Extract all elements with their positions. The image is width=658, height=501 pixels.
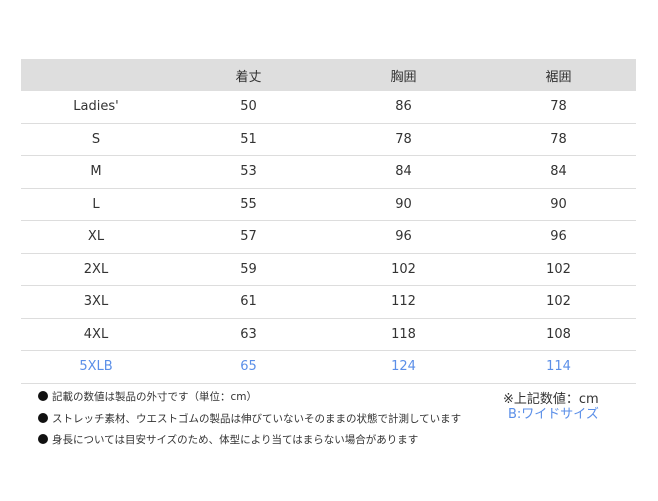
- bullet-icon: [38, 391, 48, 401]
- header-row: 着丈 胸囲 裾囲: [21, 59, 636, 91]
- table-cell: 55: [171, 188, 326, 221]
- table-row: S 51 78 78: [21, 123, 636, 156]
- table-row: 3XL 61 112 102: [21, 285, 636, 319]
- table-cell: 2XL: [21, 253, 171, 286]
- table-cell: 96: [326, 220, 481, 254]
- table-cell: 51: [171, 123, 326, 156]
- table-row: Ladies' 50 86 78: [21, 91, 636, 124]
- bullet-icon: [38, 434, 48, 444]
- note-item: 身長については目安サイズのため、体型により当てはまらない場合があります: [38, 430, 461, 452]
- table-cell: 59: [171, 253, 326, 286]
- table-cell: S: [21, 123, 171, 156]
- table-cell: M: [21, 155, 171, 189]
- header-cell: 裾囲: [481, 59, 636, 91]
- unit-legend: ※上記数値：cm B:ワイドサイズ: [503, 392, 599, 422]
- table-cell: 124: [326, 350, 481, 384]
- header-cell: 着丈: [171, 59, 326, 91]
- table-cell: 78: [326, 123, 481, 156]
- table-cell: 57: [171, 220, 326, 254]
- note-item: ストレッチ素材、ウエストゴムの製品は伸びていないそのままの状態で計測しています: [38, 409, 461, 431]
- table-cell: 102: [481, 253, 636, 286]
- table-cell: 78: [481, 123, 636, 156]
- table-cell: 86: [326, 91, 481, 124]
- table-cell: 118: [326, 318, 481, 351]
- table-cell: XL: [21, 220, 171, 254]
- table-cell: 112: [326, 285, 481, 319]
- table-row: XL 57 96 96: [21, 220, 636, 254]
- unit-note: ※上記数値：cm: [503, 392, 599, 407]
- table-cell: 114: [481, 350, 636, 384]
- table-cell: 84: [326, 155, 481, 189]
- notes: 記載の数値は製品の外寸です（単位：cm） ストレッチ素材、ウエストゴムの製品は伸…: [38, 387, 461, 452]
- header-cell: 胸囲: [326, 59, 481, 91]
- table-cell: 102: [326, 253, 481, 286]
- header-cell: [21, 59, 171, 91]
- table-row: M 53 84 84: [21, 155, 636, 189]
- table-cell: 96: [481, 220, 636, 254]
- table-cell: 78: [481, 91, 636, 124]
- table-cell: L: [21, 188, 171, 221]
- size-table: 着丈 胸囲 裾囲 Ladies' 50 86 78 S 51 78 78 M 53 84 84 L 55 9…: [21, 59, 636, 384]
- table-row: L 55 90 90: [21, 188, 636, 221]
- table-row: 5XLB 65 124 114: [21, 350, 636, 384]
- bullet-icon: [38, 412, 48, 423]
- note-item: 記載の数値は製品の外寸です（単位：cm）: [38, 387, 461, 409]
- table-cell: 102: [481, 285, 636, 319]
- table-cell: 108: [481, 318, 636, 351]
- table-cell: 53: [171, 155, 326, 189]
- table-cell: 3XL: [21, 285, 171, 319]
- note-text: 記載の数値は製品の外寸です（単位：cm）: [52, 391, 258, 403]
- table-cell: 65: [171, 350, 326, 384]
- table-row: 4XL 63 118 108: [21, 318, 636, 351]
- table-cell: 50: [171, 91, 326, 124]
- table-cell: 90: [326, 188, 481, 221]
- table-cell: 5XLB: [21, 350, 171, 384]
- wide-size-note: B:ワイドサイズ: [508, 407, 599, 422]
- table-cell: 90: [481, 188, 636, 221]
- note-text: ストレッチ素材、ウエストゴムの製品は伸びていないそのままの状態で計測しています: [52, 412, 462, 425]
- table-cell: 63: [171, 318, 326, 351]
- table-cell: 84: [481, 155, 636, 189]
- table-cell: 4XL: [21, 318, 171, 351]
- note-text: 身長については目安サイズのため、体型により当てはまらない場合があります: [52, 434, 419, 446]
- table-row: 2XL 59 102 102: [21, 253, 636, 286]
- table-cell: 61: [171, 285, 326, 319]
- table-cell: Ladies': [21, 91, 171, 124]
